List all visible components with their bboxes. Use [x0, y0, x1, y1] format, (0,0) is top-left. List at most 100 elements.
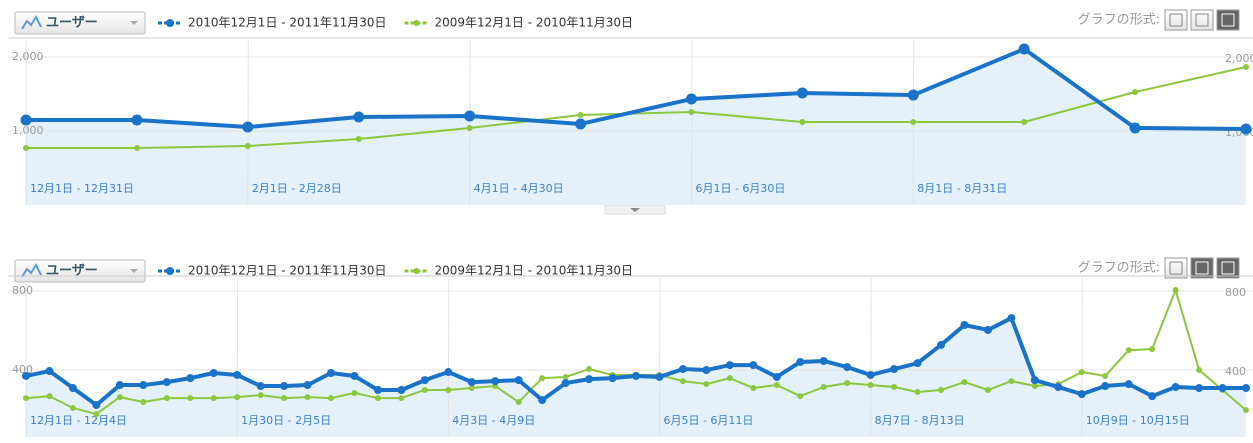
data-point [796, 87, 808, 99]
x-tick-label: 4月1日 - 4月30日 [474, 182, 564, 195]
data-point [1171, 383, 1180, 392]
data-point [688, 108, 695, 115]
format-label: グラフの形式: [1078, 13, 1160, 28]
data-point [163, 395, 170, 402]
grid-line-x [447, 277, 450, 438]
data-point [799, 118, 806, 125]
data-point [304, 394, 311, 401]
format-button[interactable] [1190, 9, 1214, 31]
format-icon [1195, 261, 1209, 275]
y-tick-label-right: 2,000 [1225, 52, 1253, 65]
data-point [20, 114, 32, 126]
series-line [26, 47, 1247, 132]
format-button[interactable] [1164, 257, 1188, 279]
data-point [353, 111, 365, 123]
data-point [69, 404, 76, 411]
format-label: グラフの形式: [1078, 261, 1160, 276]
data-point [585, 375, 594, 384]
data-point [1132, 89, 1139, 96]
grid-line-x [690, 39, 693, 206]
data-point [679, 378, 686, 385]
data-point [685, 93, 697, 105]
data-point [1148, 392, 1157, 401]
data-point [960, 321, 969, 330]
data-point [373, 385, 382, 394]
data-point [1243, 64, 1249, 71]
data-point [938, 386, 944, 393]
metric-dropdown[interactable] [14, 11, 146, 35]
metric-icon [21, 14, 42, 30]
data-point [467, 378, 476, 387]
data-point [750, 385, 757, 392]
data-point [1124, 380, 1133, 389]
data-point [445, 386, 452, 393]
dropdown-arrow [130, 21, 138, 25]
data-point [1030, 376, 1039, 385]
data-point [844, 380, 851, 387]
data-point [139, 381, 148, 390]
data-point [242, 121, 254, 133]
data-point [1077, 390, 1086, 399]
data-point [421, 386, 428, 393]
data-point [328, 395, 334, 402]
legend-label: 2010年12月1日 - 2011年11月30日 [188, 16, 386, 30]
data-point [280, 382, 289, 391]
data-point [538, 396, 547, 405]
x-tick-label: 10月9日 - 10月15日 [1086, 414, 1190, 427]
data-point [466, 124, 473, 131]
data-point [1021, 118, 1028, 125]
data-point [1007, 314, 1016, 323]
format-icon [1169, 13, 1183, 27]
format-button[interactable] [1190, 257, 1214, 279]
data-point [162, 378, 171, 387]
data-point [678, 365, 687, 374]
y-tick-label-right: 400 [1225, 365, 1246, 378]
data-point [93, 411, 100, 418]
data-point [464, 110, 476, 122]
data-point [984, 386, 991, 393]
x-tick-label: 4月3日 - 4月9日 [452, 414, 535, 427]
data-point [1054, 383, 1063, 392]
data-point [907, 89, 919, 101]
data-point [1172, 287, 1179, 294]
data-point [1218, 384, 1227, 393]
data-point [819, 356, 828, 365]
data-point [116, 394, 123, 401]
data-point [586, 366, 593, 373]
data-point [244, 143, 251, 150]
grid-line-x [1081, 277, 1083, 438]
data-point [351, 389, 358, 396]
data-point [1242, 384, 1250, 393]
data-point [491, 377, 500, 386]
data-point [131, 114, 143, 126]
data-point [961, 379, 968, 386]
legend-dot [166, 19, 174, 27]
format-button[interactable] [1216, 9, 1240, 31]
legend-label: 2009年12月1日 - 2010年11月30日 [434, 16, 632, 30]
data-point [539, 375, 546, 382]
data-point [820, 384, 827, 391]
x-tick-label: 6月5日 - 6月11日 [663, 414, 753, 427]
data-point [355, 136, 362, 142]
format-button[interactable] [1164, 9, 1188, 31]
dropdown-arrow [130, 269, 138, 273]
data-point [45, 367, 54, 376]
data-point [843, 363, 852, 372]
data-point [797, 393, 804, 400]
format-icon [1221, 13, 1235, 27]
data-point [23, 145, 29, 152]
y-tick-label: 800 [12, 284, 33, 297]
format-button[interactable] [1216, 257, 1240, 279]
data-point [772, 372, 781, 381]
data-point [866, 370, 875, 379]
format-icon [1221, 261, 1235, 275]
data-point [22, 371, 30, 380]
legend-dot [413, 20, 420, 26]
data-point [1195, 384, 1204, 393]
data-point [1008, 378, 1015, 385]
data-point [115, 381, 124, 390]
format-icon [1195, 13, 1209, 27]
data-point [186, 374, 195, 383]
data-point [632, 371, 640, 380]
